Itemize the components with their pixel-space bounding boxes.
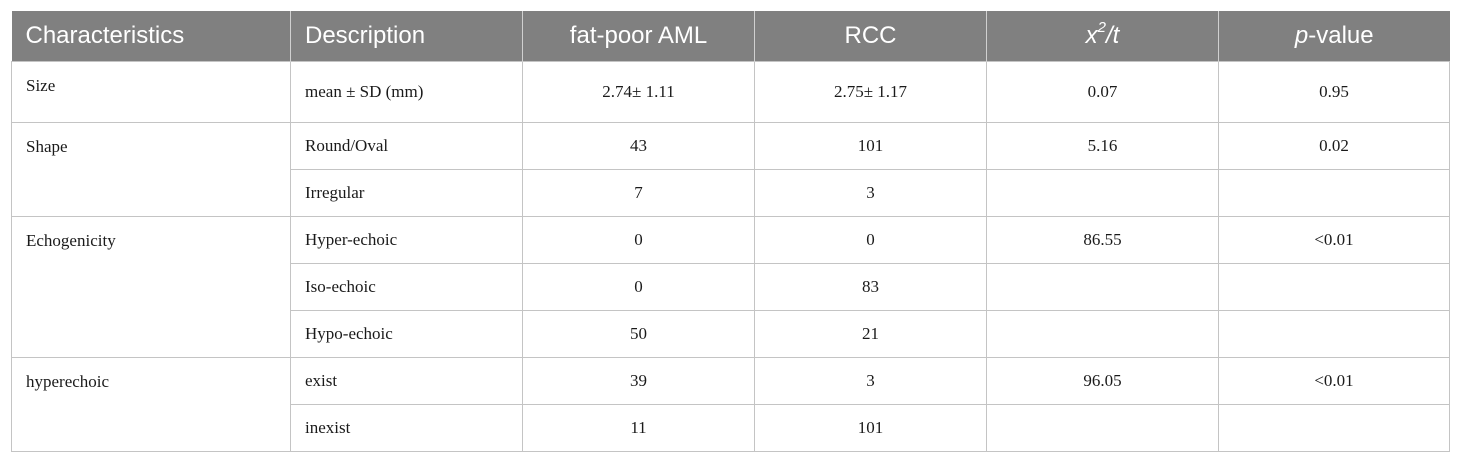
p-value-cell xyxy=(1218,404,1450,452)
p-value-cell: <0.01 xyxy=(1218,357,1450,405)
header-p-italic: p xyxy=(1294,22,1309,49)
rcc-cell: 83 xyxy=(754,263,987,311)
header-statistic: x2/t xyxy=(986,11,1219,62)
p-value-cell: 0.95 xyxy=(1218,61,1450,123)
description-cell: inexist xyxy=(290,404,523,452)
comparison-table: Characteristics Description fat-poor AML… xyxy=(11,11,1450,452)
header-row: Characteristics Description fat-poor AML… xyxy=(11,11,1450,62)
aml-cell: 0 xyxy=(522,216,755,264)
characteristic-cell: hyperechoic xyxy=(11,357,291,452)
header-description: Description xyxy=(290,11,523,62)
statistic-cell xyxy=(986,263,1219,311)
p-value-cell xyxy=(1218,263,1450,311)
table-row: Size mean ± SD (mm) 2.74± 1.11 2.75± 1.1… xyxy=(11,61,1450,123)
p-value-cell: <0.01 xyxy=(1218,216,1450,264)
header-fat-poor-aml: fat-poor AML xyxy=(522,11,755,62)
header-statistic-rest: /t xyxy=(1106,22,1120,49)
header-p-rest: -value xyxy=(1308,22,1374,49)
description-cell: Round/Oval xyxy=(290,122,523,170)
aml-cell: 0 xyxy=(522,263,755,311)
header-statistic-sup: 2 xyxy=(1097,19,1106,36)
description-cell: Hyper-echoic xyxy=(290,216,523,264)
rcc-cell: 0 xyxy=(754,216,987,264)
table-row: hyperechoic exist 39 3 96.05 <0.01 xyxy=(11,357,1450,452)
aml-cell: 2.74± 1.11 xyxy=(522,61,755,123)
characteristic-cell: Shape xyxy=(11,122,291,217)
table-row: Echogenicity Hyper-echoic 0 0 86.55 <0.0… xyxy=(11,216,1450,358)
description-cell: Iso-echoic xyxy=(290,263,523,311)
statistic-cell: 0.07 xyxy=(986,61,1219,123)
table-row: Hypo-echoic 50 21 xyxy=(12,310,1450,358)
rcc-cell: 21 xyxy=(754,310,987,358)
rcc-cell: 3 xyxy=(754,357,987,405)
statistic-cell: 5.16 xyxy=(986,122,1219,170)
aml-cell: 39 xyxy=(522,357,755,405)
header-statistic-x: x xyxy=(1085,22,1098,49)
header-characteristics: Characteristics xyxy=(11,11,291,62)
aml-cell: 11 xyxy=(522,404,755,452)
header-rcc: RCC xyxy=(754,11,987,62)
rcc-cell: 2.75± 1.17 xyxy=(754,61,987,123)
statistic-cell xyxy=(986,169,1219,217)
aml-cell: 50 xyxy=(522,310,755,358)
description-cell: exist xyxy=(290,357,523,405)
p-value-cell xyxy=(1218,169,1450,217)
rcc-cell: 101 xyxy=(754,122,987,170)
aml-cell: 43 xyxy=(522,122,755,170)
table-row: Iso-echoic 0 83 xyxy=(12,263,1450,311)
characteristic-cell: Echogenicity xyxy=(11,216,291,358)
statistic-cell xyxy=(986,404,1219,452)
description-cell: mean ± SD (mm) xyxy=(290,61,523,123)
statistic-cell: 96.05 xyxy=(986,357,1219,405)
header-p-value: p-value xyxy=(1218,11,1450,62)
characteristic-cell: Size xyxy=(11,61,291,123)
table-row: Irregular 7 3 xyxy=(12,169,1450,217)
p-value-cell: 0.02 xyxy=(1218,122,1450,170)
statistic-cell xyxy=(986,310,1219,358)
table-row: Shape Round/Oval 43 101 5.16 0.02 xyxy=(11,122,1450,217)
description-cell: Hypo-echoic xyxy=(290,310,523,358)
p-value-cell xyxy=(1218,310,1450,358)
table-row: inexist 11 101 xyxy=(12,404,1450,452)
statistic-cell: 86.55 xyxy=(986,216,1219,264)
rcc-cell: 101 xyxy=(754,404,987,452)
aml-cell: 7 xyxy=(522,169,755,217)
description-cell: Irregular xyxy=(290,169,523,217)
rcc-cell: 3 xyxy=(754,169,987,217)
